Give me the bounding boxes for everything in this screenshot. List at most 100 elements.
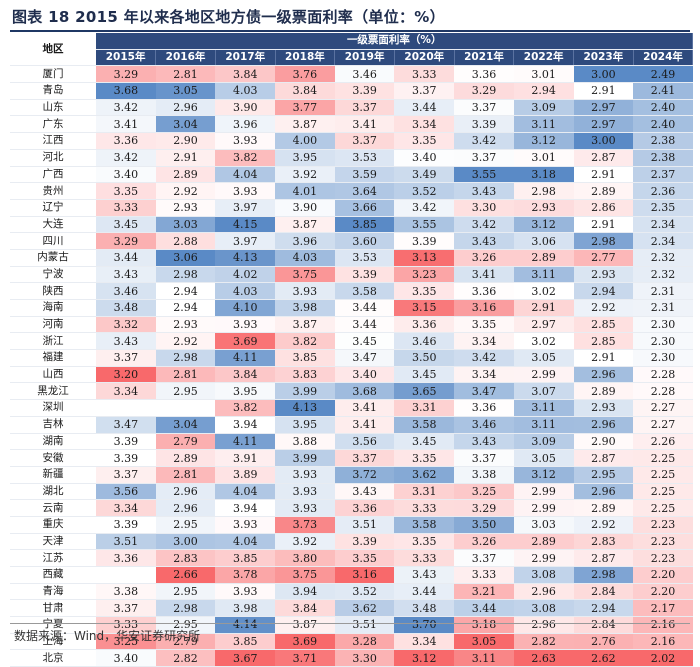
rate-cell: 3.42 xyxy=(454,132,514,150)
rate-cell: 3.36 xyxy=(334,499,395,517)
rate-cell: 3.87 xyxy=(275,316,335,334)
rate-cell: 2.85 xyxy=(573,316,634,334)
rate-cell: 4.04 xyxy=(215,533,276,551)
rate-cell: 3.39 xyxy=(96,433,156,451)
rate-cell: 3.44 xyxy=(394,99,455,117)
rate-cell: 3.45 xyxy=(334,332,395,351)
rate-cell: 2.94 xyxy=(155,299,216,317)
rate-cell: 3.98 xyxy=(215,599,276,618)
rate-cell: 2.94 xyxy=(573,599,634,618)
rate-cell: 2.63 xyxy=(513,649,574,667)
rate-cell: 2.20 xyxy=(633,583,693,601)
table-row: 贵州 3.35 2.92 3.93 4.01 3.64 3.52 3.43 2.98 2.89 2.… xyxy=(10,182,693,200)
rate-cell: 2.92 xyxy=(573,299,634,317)
rate-cell: 2.82 xyxy=(155,649,216,667)
rate-cell: 3.11 xyxy=(513,399,574,417)
rate-cell: 2.87 xyxy=(573,549,634,567)
table-row: 厦门 3.29 2.81 3.84 3.76 3.46 3.33 3.36 3.01 3.00 2.… xyxy=(10,65,693,84)
title-divider xyxy=(10,30,690,32)
rate-cell: 2.96 xyxy=(513,583,574,601)
year-header: 2016年 xyxy=(155,49,216,67)
rate-cell: 3.42 xyxy=(454,349,514,367)
rate-cell: 2.49 xyxy=(633,65,693,84)
rate-cell: 2.85 xyxy=(573,332,634,351)
region-cell: 陕西 xyxy=(10,282,96,300)
rate-cell: 2.16 xyxy=(633,633,693,651)
rate-cell: 3.33 xyxy=(394,549,455,567)
rate-cell: 2.27 xyxy=(633,416,693,434)
rate-cell: 2.90 xyxy=(155,132,216,150)
rate-cell: 3.89 xyxy=(215,466,276,484)
rate-cell: 3.34 xyxy=(394,115,455,134)
region-cell: 宁波 xyxy=(10,266,96,284)
rate-cell: 3.13 xyxy=(394,249,455,267)
rate-cell: 3.05 xyxy=(513,349,574,367)
region-cell: 厦门 xyxy=(10,65,96,84)
rate-cell: 3.42 xyxy=(96,149,156,167)
rate-cell: 3.42 xyxy=(96,99,156,117)
rate-cell: 3.36 xyxy=(96,549,156,567)
rate-cell: 2.96 xyxy=(573,366,634,384)
rate-cell: 3.37 xyxy=(96,349,156,367)
rate-cell: 3.43 xyxy=(454,232,514,250)
rate-cell: 2.32 xyxy=(633,249,693,267)
rate-cell: 3.36 xyxy=(454,399,514,417)
rate-cell: 3.08 xyxy=(513,599,574,618)
rate-cell: 3.04 xyxy=(155,416,216,434)
rate-cell: 3.25 xyxy=(454,483,514,501)
rate-cell: 3.46 xyxy=(394,332,455,351)
rate-cell: 3.12 xyxy=(513,466,574,484)
rate-cell: 2.84 xyxy=(573,616,634,634)
rate-cell: 3.39 xyxy=(96,449,156,467)
rate-cell: 3.50 xyxy=(394,349,455,367)
table-row: 深圳 3.82 4.13 3.41 3.31 3.36 3.11 2.93 2.27 xyxy=(10,399,693,417)
table-row: 江西 3.36 2.90 3.93 4.00 3.37 3.35 3.42 3.12 3.00 2.… xyxy=(10,132,693,150)
rate-cell: 3.41 xyxy=(454,266,514,284)
year-header: 2018年 xyxy=(275,49,336,67)
rate-cell: 3.53 xyxy=(334,249,395,267)
rate-cell: 3.99 xyxy=(275,382,335,401)
rate-cell: 4.14 xyxy=(215,616,276,634)
rate-cell: 2.31 xyxy=(633,299,693,317)
region-cell: 贵州 xyxy=(10,182,96,200)
rate-cell: 3.37 xyxy=(394,82,455,100)
rate-cell: 3.78 xyxy=(215,566,276,584)
rate-cell: 2.62 xyxy=(573,649,634,667)
rate-cell: 3.11 xyxy=(513,416,574,434)
rate-cell: 2.93 xyxy=(573,399,634,417)
region-cell: 重庆 xyxy=(10,516,96,534)
rate-cell: 3.35 xyxy=(394,533,455,551)
rate-cell: 2.93 xyxy=(573,266,634,284)
rate-cell: 3.82 xyxy=(275,332,335,351)
table-row: 内蒙古 3.44 3.06 4.13 4.03 3.53 3.13 3.26 2.89 2.77 2… xyxy=(10,249,693,267)
region-cell: 安徽 xyxy=(10,449,96,467)
rate-cell: 3.95 xyxy=(215,382,276,401)
rate-cell: 3.48 xyxy=(96,299,156,317)
rate-cell: 2.96 xyxy=(513,616,574,634)
rate-cell: 4.11 xyxy=(215,433,276,451)
rate-cell: 3.15 xyxy=(394,299,455,317)
rate-cell: 3.82 xyxy=(215,149,276,167)
rate-cell: 2.66 xyxy=(155,566,216,584)
rate-cell: 3.98 xyxy=(275,299,335,317)
region-column-header: 地区 xyxy=(10,33,96,67)
rate-cell: 3.31 xyxy=(394,399,455,417)
rate-cell: 4.03 xyxy=(215,282,276,300)
table-row: 甘肃 3.37 2.98 3.98 3.84 3.62 3.48 3.44 3.08 2.94 2.… xyxy=(10,599,693,618)
table-row: 河南 3.32 2.93 3.93 3.87 3.44 3.36 3.35 2.97 2.85 2.… xyxy=(10,316,693,334)
rate-cell: 2.32 xyxy=(633,266,693,284)
rate-cell: 4.03 xyxy=(275,249,335,267)
rate-cell: 3.18 xyxy=(454,616,514,634)
rate-cell: 3.26 xyxy=(454,249,514,267)
rate-cell: 3.36 xyxy=(454,282,514,300)
rate-cell: 2.94 xyxy=(513,82,574,100)
group-header-row: 地区 一级票面利率（%） xyxy=(10,33,694,67)
rate-cell: 3.37 xyxy=(334,132,395,150)
table-row: 新疆 3.37 2.81 3.89 3.93 3.72 3.62 3.38 3.12 2.95 2.… xyxy=(10,466,693,484)
rate-cell: 3.75 xyxy=(275,566,335,584)
rate-cell: 3.16 xyxy=(334,566,395,584)
year-header: 2024年 xyxy=(633,49,694,67)
year-header: 2022年 xyxy=(513,49,574,67)
rate-cell: 3.08 xyxy=(513,566,574,584)
year-header: 2020年 xyxy=(394,49,455,67)
